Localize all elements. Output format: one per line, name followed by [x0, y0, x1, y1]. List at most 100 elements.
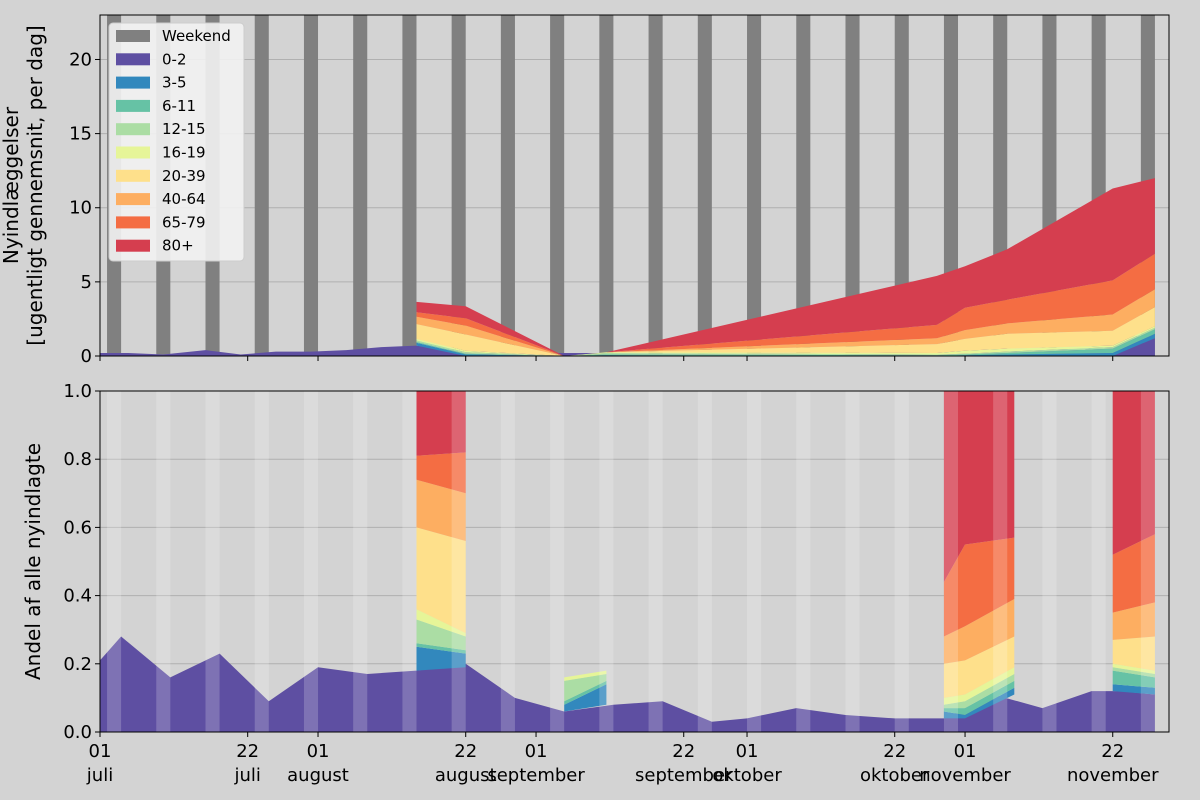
weekend-bar — [500, 15, 515, 356]
weekend-band — [1042, 391, 1057, 732]
weekend-band — [205, 391, 220, 732]
legend-swatch — [116, 169, 150, 182]
weekend-bar — [697, 15, 712, 356]
area-series-65-79 — [416, 253, 1155, 356]
weekend-bar — [402, 15, 417, 356]
x-tick-day: 22 — [883, 741, 906, 762]
weekend-bar — [894, 15, 909, 356]
share-area-20-39 — [943, 636, 1015, 698]
weekend-band — [943, 391, 959, 732]
x-tick-month: november — [1067, 765, 1159, 786]
area-series-80+ — [416, 178, 1155, 356]
area-series-20-39 — [416, 307, 1155, 356]
weekend-band — [107, 391, 122, 732]
x-tick-day: 01 — [307, 741, 330, 762]
legend-label: 3-5 — [162, 74, 187, 92]
weekend-band — [697, 391, 712, 732]
weekend-band — [796, 391, 811, 732]
share-area-16-19 — [416, 609, 466, 637]
weekend-band — [353, 391, 368, 732]
share-area-3-5 — [416, 646, 466, 671]
x-tick-day: 22 — [454, 741, 477, 762]
weekend-band — [599, 391, 614, 732]
area-series-0-2 — [100, 636, 1155, 732]
weekend-bar — [451, 15, 466, 356]
weekend-bar — [254, 15, 269, 356]
x-tick-day: 01 — [525, 741, 548, 762]
share-area-3-5 — [943, 687, 1015, 719]
weekend-bar — [303, 15, 319, 356]
share-area-6-11 — [1112, 670, 1155, 688]
y-tick-label: 20 — [69, 49, 92, 70]
x-tick-month: oktober — [712, 765, 782, 786]
share-area-20-39 — [416, 527, 466, 634]
y-tick-label: 0.0 — [63, 722, 92, 743]
y-tick-label: 0.8 — [63, 449, 92, 470]
legend-label: 16-19 — [162, 144, 206, 162]
weekend-band — [451, 391, 466, 732]
x-tick-day: 22 — [672, 741, 695, 762]
x-axis: 01juli22juli01august22august01september2… — [86, 741, 1159, 786]
weekend-bar — [599, 15, 614, 356]
weekend-band — [845, 391, 860, 732]
share-area-16-19 — [943, 667, 1015, 705]
weekend-bar — [353, 15, 368, 356]
share-area-40-64 — [416, 479, 466, 541]
weekend-bar — [845, 15, 860, 356]
share-area-40-64 — [943, 599, 1015, 664]
weekend-band — [156, 391, 171, 732]
y-axis-label: Andel af alle nyindlagte — [21, 443, 45, 680]
weekend-bar — [550, 15, 565, 356]
y-tick-label: 10 — [69, 198, 92, 219]
y-tick-label: 15 — [69, 124, 92, 145]
share-area-80+ — [943, 391, 1015, 582]
share-area-16-19 — [564, 670, 607, 681]
x-tick-month: august — [287, 765, 349, 786]
legend-swatch — [116, 193, 150, 206]
area-series-16-19 — [416, 326, 1155, 356]
x-tick-month: august — [435, 765, 497, 786]
y-tick-label: 1.0 — [63, 381, 92, 402]
legend-label: 6-11 — [162, 97, 196, 115]
y-axis-label: Nyindlæggelser — [0, 106, 23, 264]
legend-swatch — [116, 146, 150, 159]
legend-swatch — [116, 216, 150, 229]
share-area-65-79 — [1112, 534, 1155, 613]
x-tick-day: 01 — [89, 741, 112, 762]
weekend-band — [1140, 391, 1155, 732]
legend-label: Weekend — [162, 27, 231, 45]
share-area-6-11 — [943, 680, 1015, 715]
legend-label: 0-2 — [162, 50, 187, 68]
weekend-band — [1091, 391, 1106, 732]
share-area-12-15 — [1112, 667, 1155, 678]
bottom-chart-panel: 0.0 0.2 0.4 0.6 0.8 1.0 Andel af alle nyindlag… — [21, 381, 1170, 743]
share-area-12-15 — [564, 674, 607, 702]
y-tick-label: 0.6 — [63, 517, 92, 538]
weekend-band — [500, 391, 515, 732]
share-area-40-64 — [1112, 602, 1155, 640]
area-series-6-11 — [416, 329, 1155, 356]
legend-swatch — [116, 76, 150, 89]
share-area-65-79 — [943, 537, 1015, 637]
weekend-band — [254, 391, 269, 732]
legend-swatch — [116, 53, 150, 66]
area-series-0-2 — [100, 333, 1155, 356]
share-area-80+ — [416, 391, 466, 456]
y-axis-label: [ugentligt gennemsnit, per dag] — [23, 25, 47, 345]
weekend-bar — [648, 15, 663, 356]
legend-label: 20-39 — [162, 167, 206, 185]
plot-frame — [99, 14, 1170, 357]
weekend-band — [648, 391, 663, 732]
share-area-6-11 — [564, 680, 607, 705]
y-tick-label: 0.2 — [63, 654, 92, 675]
share-area-20-39 — [1112, 636, 1155, 671]
y-tick-label: 5 — [81, 272, 92, 293]
share-area-6-11 — [416, 643, 466, 654]
x-tick-day: 22 — [1101, 741, 1124, 762]
weekend-bar — [747, 15, 762, 356]
legend: Weekend 0-2 3-5 6-11 12-15 16-19 20-39 40-64 65-… — [108, 22, 245, 262]
x-tick-month: oktober — [860, 765, 930, 786]
weekend-band — [894, 391, 909, 732]
x-tick-month: september — [487, 765, 585, 786]
x-tick-day: 01 — [954, 741, 977, 762]
